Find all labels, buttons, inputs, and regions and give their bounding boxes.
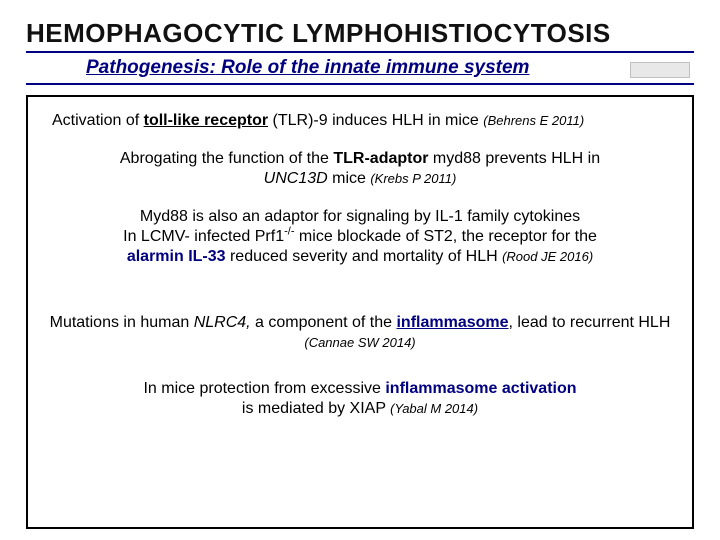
text: , lead to recurrent HLH [509, 314, 671, 331]
term-alarmin: alarmin IL-33 [127, 248, 226, 265]
gene-nlrc4: NLRC4, [194, 314, 255, 331]
text: a component of the [255, 314, 396, 331]
text: myd88 prevents HLH in [428, 150, 600, 167]
institution-logo [630, 62, 690, 78]
slide-subtitle: Pathogenesis: Role of the innate immune … [26, 55, 694, 85]
text: Activation of [52, 112, 144, 129]
citation: (Cannae SW 2014) [304, 335, 415, 350]
text: reduced severity and mortality of HLH [226, 248, 503, 265]
text: mice blockade of ST2, the receptor for t… [294, 228, 596, 245]
text: In mice protection from excessive [143, 380, 385, 397]
gene-unc13d: UNC13D [264, 170, 328, 187]
text: (TLR)-9 induces HLH in mice [268, 112, 483, 129]
paragraph-4: Mutations in human NLRC4, a component of… [42, 313, 678, 353]
term-inflammasome: inflammasome [396, 314, 508, 331]
text: mice [328, 170, 371, 187]
paragraph-5: In mice protection from excessive inflam… [42, 379, 678, 419]
text: Abrogating the function of the [120, 150, 333, 167]
superscript: -/- [284, 226, 294, 238]
text: is mediated by XIAP [242, 400, 390, 417]
paragraph-1: Activation of toll-like receptor (TLR)-9… [42, 111, 678, 131]
paragraph-2: Abrogating the function of the TLR-adapt… [42, 149, 678, 189]
subtitle-prefix: Pathogenesis: [86, 57, 216, 78]
term-tlr: toll-like receptor [144, 112, 268, 129]
term-inflammasome-activation: inflammasome activation [385, 380, 576, 397]
subtitle-rest: Role of the innate immune system [216, 57, 530, 78]
text: In LCMV- infected Prf1 [123, 228, 284, 245]
paragraph-3: Myd88 is also an adaptor for signaling b… [42, 207, 678, 267]
text: Mutations in human [50, 314, 194, 331]
slide: HEMOPHAGOCYTIC LYMPHOHISTIOCYTOSIS Patho… [0, 0, 720, 540]
slide-title: HEMOPHAGOCYTIC LYMPHOHISTIOCYTOSIS [26, 18, 694, 53]
citation: (Krebs P 2011) [370, 171, 456, 186]
citation: (Rood JE 2016) [502, 249, 593, 264]
text: Myd88 is also an adaptor for signaling b… [140, 208, 580, 225]
term-tlr-adaptor: TLR-adaptor [333, 150, 428, 167]
citation: (Behrens E 2011) [483, 113, 584, 128]
citation: (Yabal M 2014) [390, 401, 478, 416]
content-box: Activation of toll-like receptor (TLR)-9… [26, 95, 694, 529]
